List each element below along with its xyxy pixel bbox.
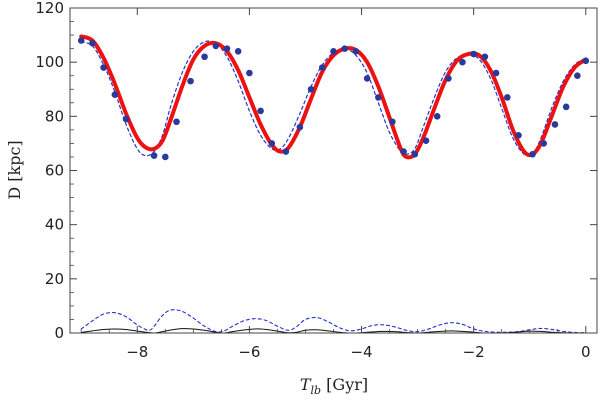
data-point: [150, 152, 158, 159]
data-point: [296, 123, 304, 131]
data-point: [389, 118, 396, 126]
axes: −8 −6 −4 −2 0 0 20 40 60 80 100 120: [35, 0, 598, 361]
data-point: [352, 48, 360, 55]
data-point: [551, 121, 559, 128]
data-point: [411, 150, 419, 158]
x-axis-title-unit: [Gyr]: [321, 375, 368, 394]
data-point: [122, 115, 130, 123]
x-tick-label: −8: [126, 343, 148, 361]
data-point: [400, 148, 407, 155]
data-point: [433, 113, 441, 120]
plot-area: [77, 34, 590, 333]
data-point: [268, 140, 276, 147]
data-point: [173, 118, 180, 126]
data-point: [470, 50, 477, 58]
data-point: [492, 69, 500, 77]
data-point: [582, 57, 590, 65]
data-point: [562, 103, 570, 111]
x-axis-title-main: T: [300, 375, 312, 394]
data-point: [212, 42, 220, 50]
x-tick-label: 0: [581, 343, 591, 361]
series-line-comparison-model: [80, 40, 587, 157]
data-point: [422, 137, 430, 145]
y-axis-title: D [kpc]: [5, 140, 24, 199]
x-tick-label: −4: [350, 343, 372, 361]
data-point: [282, 148, 290, 155]
y-tick-label: 20: [45, 270, 64, 288]
series-group: [77, 34, 590, 333]
data-point: [574, 72, 581, 80]
data-point: [445, 75, 452, 82]
y-tick-label: 40: [45, 216, 64, 234]
y-tick-label: 0: [54, 324, 64, 342]
data-point: [341, 45, 349, 52]
data-point: [246, 69, 253, 77]
data-point: [481, 53, 489, 61]
data-point: [162, 153, 169, 161]
data-point: [307, 85, 315, 93]
series-line-model-fit: [79, 34, 588, 160]
data-point: [201, 53, 208, 61]
data-point: [375, 94, 382, 101]
y-tick-label: 100: [35, 53, 64, 71]
y-tick-label: 120: [35, 0, 64, 17]
data-point: [187, 77, 194, 85]
data-point: [459, 58, 466, 66]
y-tick-label: 80: [45, 107, 64, 125]
series-line-dispersion-dashed: [80, 309, 587, 333]
data-point: [503, 94, 511, 101]
x-axis-title: Tlb [Gyr]: [300, 375, 368, 397]
data-point: [223, 45, 231, 52]
x-axis-title-sub: lb: [311, 384, 322, 397]
data-point: [89, 39, 96, 47]
axis-labels: D [kpc] Tlb [Gyr]: [5, 140, 368, 397]
x-tick-label: −6: [238, 343, 260, 361]
data-point: [330, 48, 337, 55]
data-point: [540, 140, 548, 147]
data-point: [529, 150, 536, 158]
x-tick-label: −2: [463, 343, 485, 361]
data-point: [318, 64, 326, 71]
data-point: [363, 75, 371, 82]
data-point: [77, 37, 85, 44]
data-point: [111, 91, 119, 98]
data-point: [100, 64, 107, 71]
data-point: [234, 48, 242, 55]
data-point: [257, 107, 264, 115]
data-point: [515, 131, 522, 139]
y-tick-label: 60: [45, 162, 64, 180]
